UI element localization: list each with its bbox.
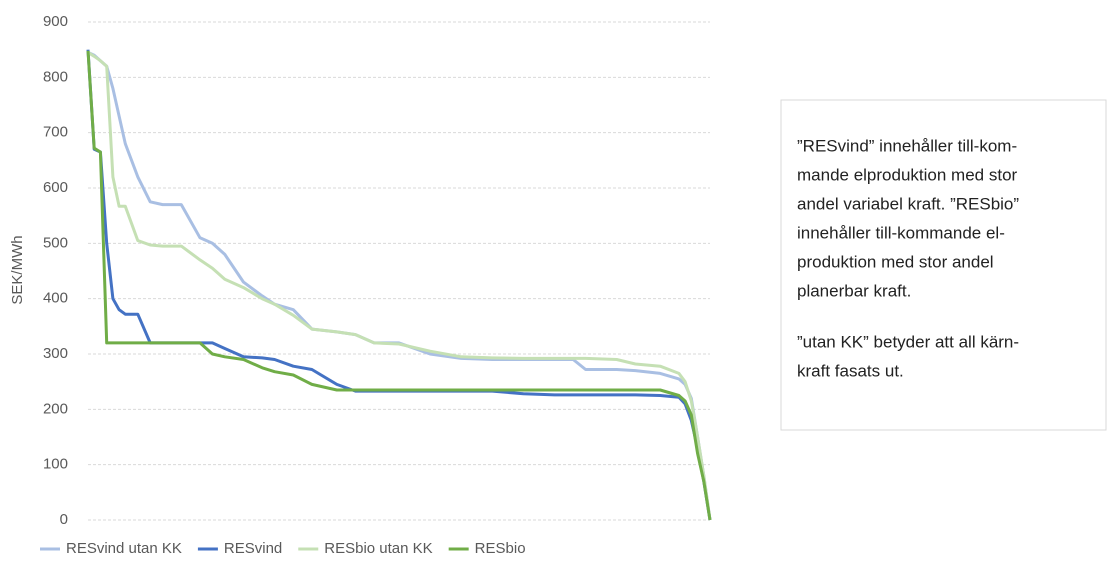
y-axis-label: SEK/MWh — [9, 235, 26, 304]
y-tick-label: 400 — [43, 290, 68, 307]
y-tick-label: 800 — [43, 68, 68, 85]
legend-label: RESvind utan KK — [66, 540, 182, 557]
note-line: andel variabel kraft. ”RESbio” — [797, 194, 1019, 213]
y-tick-label: 900 — [43, 13, 68, 30]
y-tick-label: 200 — [43, 400, 68, 417]
legend-label: RESbio — [475, 540, 526, 557]
note-line: ”utan KK” betyder att all kärn- — [797, 332, 1019, 351]
series-line — [86, 49, 712, 521]
legend-label: RESvind — [224, 540, 282, 557]
legend-label: RESbio utan KK — [324, 540, 432, 557]
note-line: kraft fasats ut. — [797, 361, 904, 380]
series-line — [86, 50, 712, 521]
series-line — [87, 51, 712, 521]
y-tick-label: 600 — [43, 179, 68, 196]
y-tick-label: 100 — [43, 456, 68, 473]
y-tick-label: 700 — [43, 124, 68, 141]
note-box — [780, 99, 1107, 431]
y-tick-label: 500 — [43, 234, 68, 251]
note-line: ”RESvind” innehåller till-kom- — [797, 136, 1017, 155]
note-line: produktion med stor andel — [797, 252, 994, 271]
y-tick-label: 300 — [43, 345, 68, 362]
note-line: innehåller till-kommande el- — [797, 223, 1005, 242]
note-line: planerbar kraft. — [797, 281, 911, 300]
series-line — [87, 51, 712, 521]
y-tick-label: 0 — [60, 511, 68, 528]
note-line: mande elproduktion med stor — [797, 165, 1018, 184]
